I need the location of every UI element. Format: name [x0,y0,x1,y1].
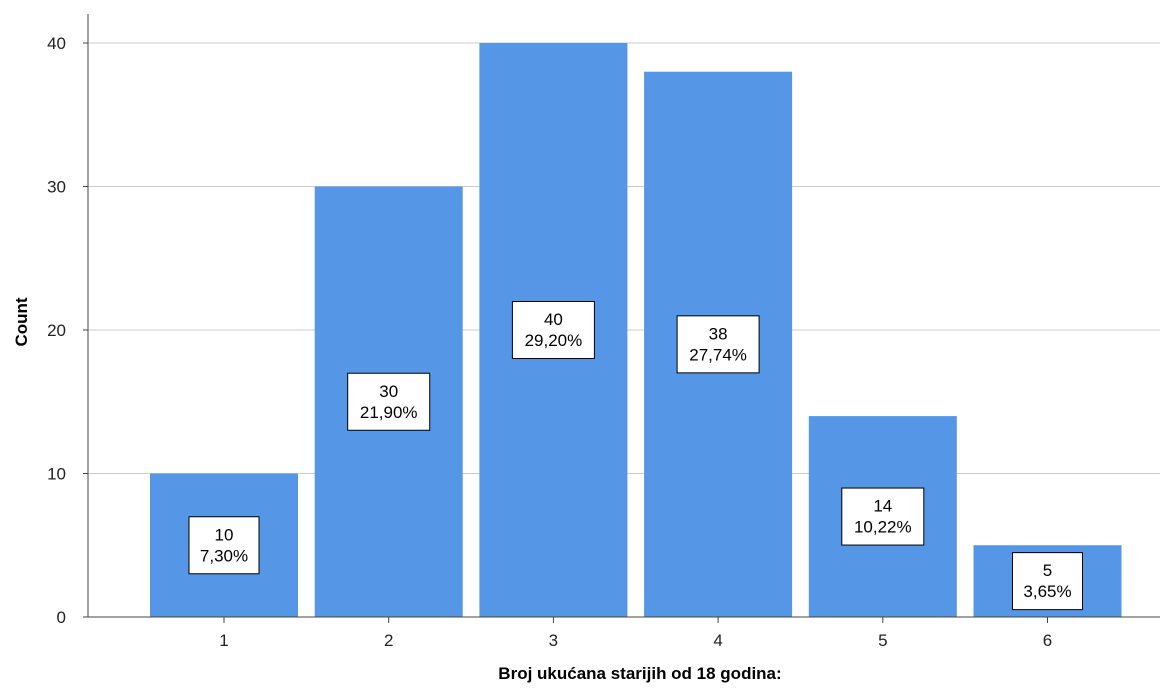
data-label-percent: 3,65% [1023,582,1071,601]
data-label: 30 21,90% [347,372,431,431]
x-tick-label: 2 [384,631,393,650]
data-label-count: 30 [379,382,398,401]
data-label-percent: 27,74% [689,345,747,364]
x-tick-label: 1 [219,631,228,650]
data-label-box [676,315,760,374]
y-tick-label: 40 [47,34,66,53]
data-label: 40 29,20% [511,301,595,359]
data-label-box [841,487,925,546]
x-tick-label: 4 [713,631,722,650]
y-tick-label: 0 [57,608,66,627]
x-tick-label: 3 [549,631,558,650]
data-label-percent: 7,30% [200,546,248,565]
data-label-percent: 10,22% [854,518,912,537]
x-tick-label: 5 [878,631,887,650]
data-label-count: 40 [544,310,563,329]
data-label: 10 7,30% [188,516,260,575]
data-label-box [347,372,431,431]
x-tick-label: 6 [1043,631,1052,650]
data-label: 38 27,74% [676,315,760,374]
y-tick-label: 10 [47,465,66,484]
y-tick-label: 30 [47,178,66,197]
y-tick-labels: 0 10 20 30 40 [47,34,66,627]
data-label-count: 38 [709,324,728,343]
data-label-count: 5 [1043,561,1052,580]
axes [83,14,1160,623]
x-axis-title: Broj ukućana starijih od 18 godina: [498,664,781,683]
data-labels: 10 7,30% 30 21,90% 40 29,20% 38 27,74% 14 10,22% 5… [188,301,1083,611]
y-axis-title: Count [12,297,31,346]
data-label-percent: 21,90% [360,403,418,422]
x-tick-labels: 1 2 3 4 5 6 [219,631,1052,650]
data-label-box [188,516,260,575]
data-label: 5 3,65% [1012,552,1083,611]
data-label-percent: 29,20% [525,331,583,350]
data-label-count: 14 [873,497,892,516]
data-label-count: 10 [215,525,234,544]
data-label-box [511,301,595,359]
y-tick-label: 20 [47,321,66,340]
data-label: 14 10,22% [841,487,925,546]
data-label-box [1012,552,1083,611]
